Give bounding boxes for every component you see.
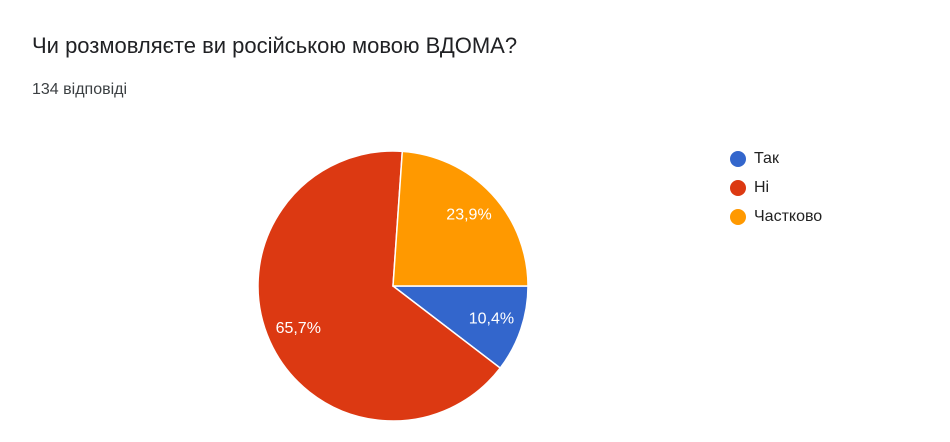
legend-label: Ні	[754, 179, 769, 196]
legend-swatch	[730, 180, 746, 196]
pie-slice	[257, 150, 502, 422]
pie-slice	[392, 150, 529, 287]
data-label: 65,7%	[276, 320, 321, 337]
legend-swatch	[730, 209, 746, 225]
data-label: 10,4%	[469, 311, 514, 328]
data-label: 23,9%	[446, 206, 491, 223]
legend-label: Частково	[754, 208, 822, 225]
legend-swatch	[730, 151, 746, 167]
chart-title: Чи розмовляєте ви російською мовою ВДОМА…	[32, 33, 517, 58]
pie-slice	[390, 285, 529, 370]
chart-subtitle: 134 відповіді	[32, 81, 127, 98]
legend-label: Так	[754, 150, 780, 167]
